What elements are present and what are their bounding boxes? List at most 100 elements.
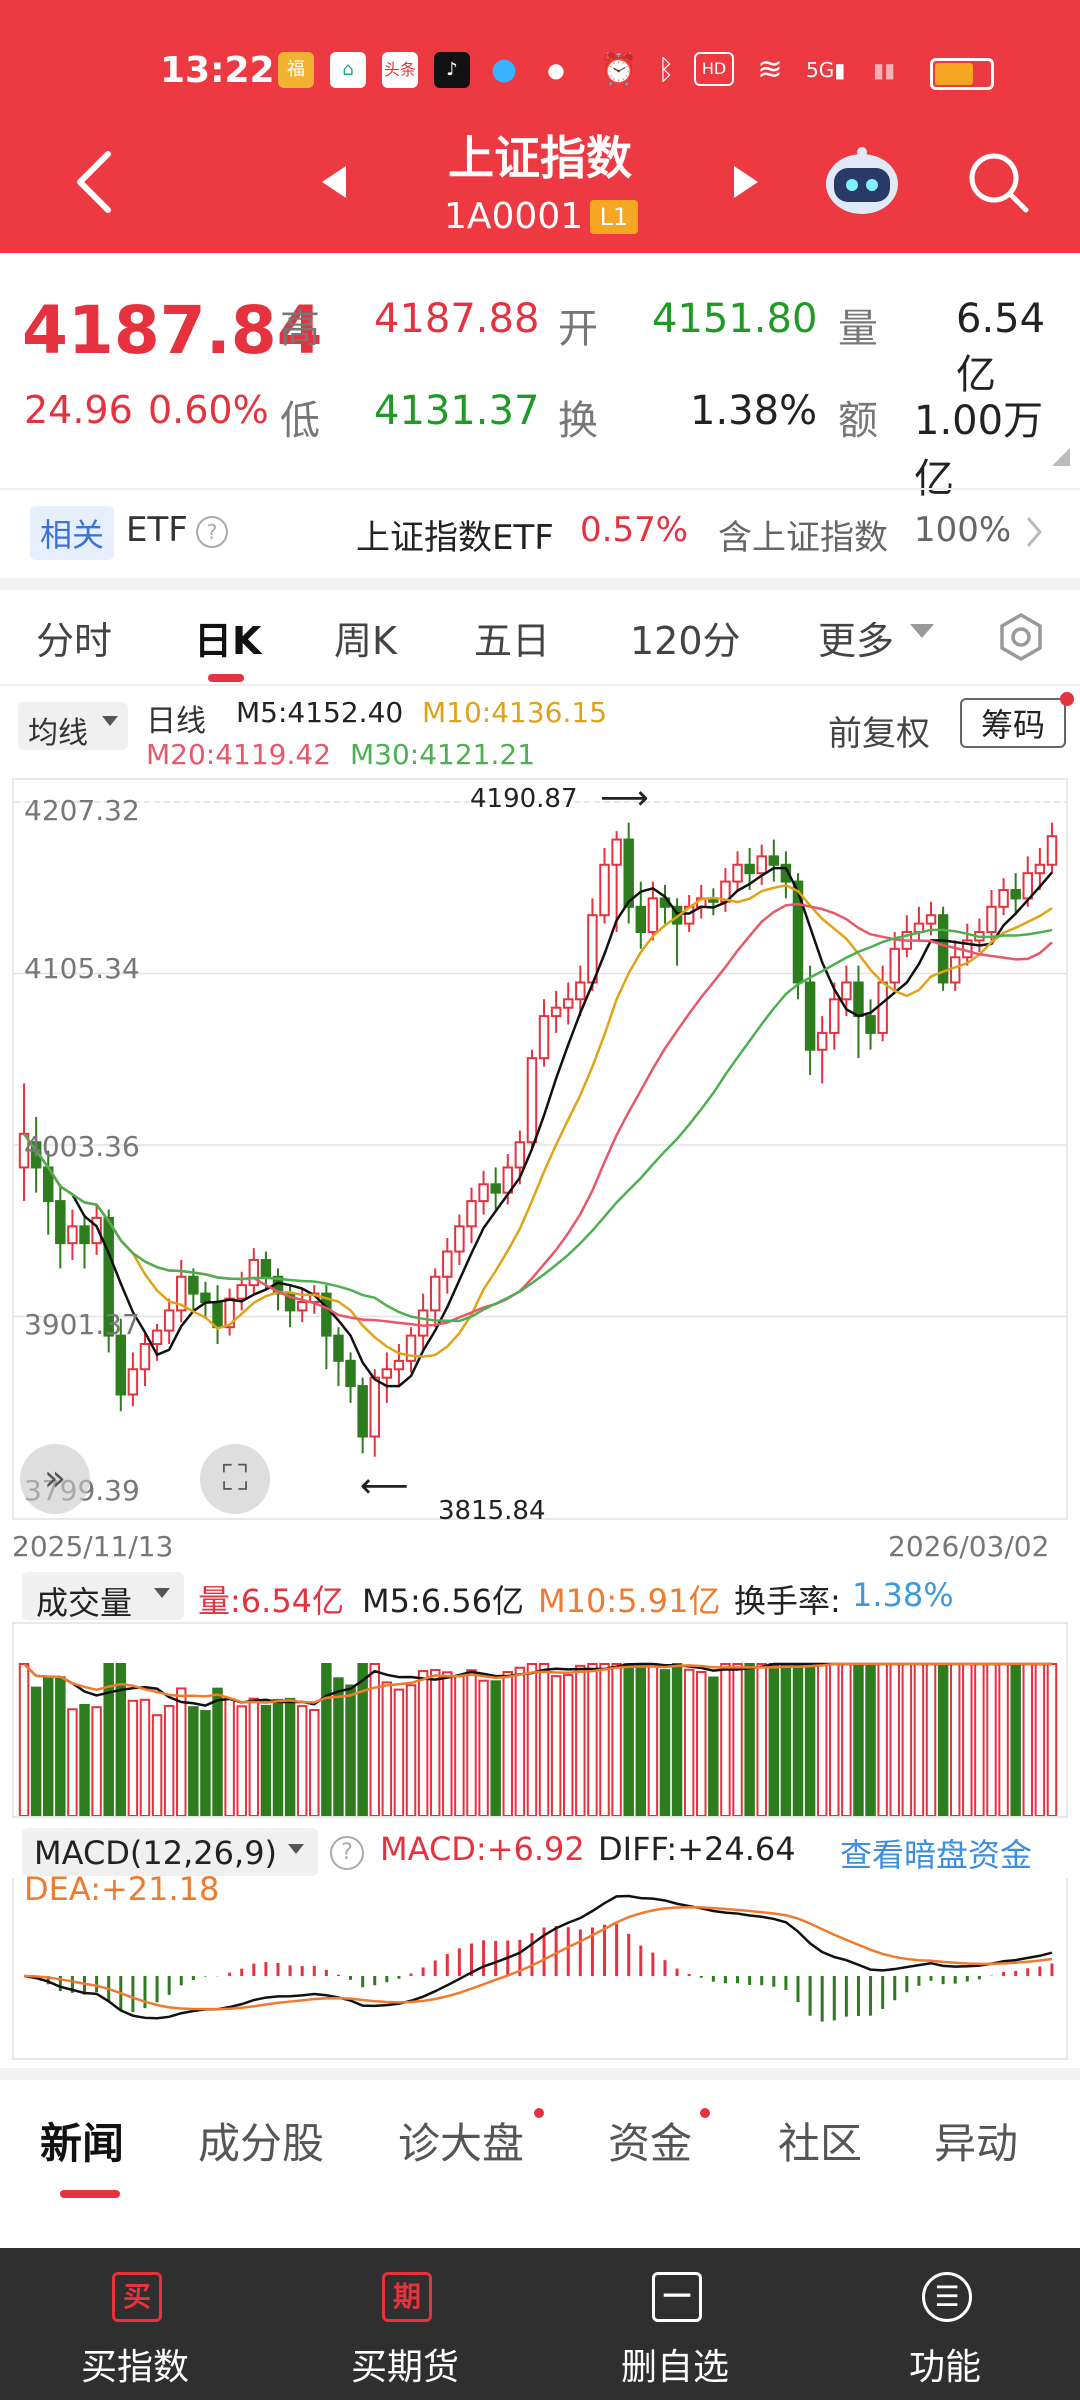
- search-icon[interactable]: [966, 150, 1030, 214]
- volume-bar: [502, 1671, 513, 1816]
- volume-select-label: 成交量: [36, 1584, 133, 1622]
- candle-body: [1022, 872, 1034, 900]
- collapse-sidebar-icon[interactable]: »: [20, 1444, 90, 1514]
- diagnosis-badge: [534, 2108, 544, 2118]
- volume-bar: [804, 1663, 816, 1816]
- remove-watchlist-button[interactable]: 一 删自选: [540, 2248, 810, 2400]
- macd-select[interactable]: MACD(12,26,9): [22, 1828, 318, 1876]
- volume-bar: [272, 1698, 284, 1816]
- adjust-mode[interactable]: 前复权: [828, 714, 930, 754]
- volume-bar: [163, 1704, 175, 1816]
- y-tick: 4003.36: [24, 1130, 140, 1163]
- volume-value: 6.54亿: [956, 296, 1046, 398]
- candle-body: [853, 981, 864, 1018]
- bottom-action-bar: 买 买指数 期 买期货 一 删自选 ☰ 功能: [0, 2248, 1080, 2400]
- candle-body: [103, 1216, 114, 1337]
- dark-pool-link[interactable]: 查看暗盘资金: [840, 1836, 1033, 1874]
- chevron-down-icon[interactable]: [910, 624, 934, 640]
- volume-bar: [563, 1674, 574, 1816]
- tab-intraday[interactable]: 分时: [36, 619, 113, 663]
- tab-components[interactable]: 成分股: [198, 2119, 325, 2168]
- volume-bar: [151, 1714, 163, 1816]
- volume-bar: [744, 1663, 755, 1816]
- volume-bar: [200, 1710, 211, 1816]
- volume-bar: [599, 1663, 610, 1816]
- robot-assistant-icon[interactable]: [822, 144, 902, 216]
- next-stock-icon[interactable]: [732, 164, 762, 200]
- chevron-down-icon: [102, 716, 118, 726]
- candle-body: [635, 905, 647, 934]
- back-icon[interactable]: [72, 150, 116, 214]
- volume-bar: [30, 1686, 42, 1816]
- tab-anomaly[interactable]: 异动: [934, 2119, 1019, 2168]
- candle-body: [877, 981, 888, 1034]
- volume-bar: [853, 1663, 864, 1816]
- funds-badge: [700, 2108, 710, 2118]
- candle-body: [466, 1200, 477, 1228]
- volume-bar: [611, 1663, 622, 1816]
- etf-row[interactable]: 相关 ETF ? 上证指数ETF 0.57% 含上证指数 100%: [0, 488, 1080, 576]
- volume-bar: [635, 1663, 647, 1816]
- signal-5g-icon: 5G▮: [806, 58, 846, 82]
- help-icon[interactable]: ?: [196, 516, 228, 548]
- tab-more[interactable]: 更多: [818, 619, 895, 663]
- hd-icon: HD: [694, 52, 734, 86]
- tab-weekly-k[interactable]: 周K: [334, 619, 397, 663]
- volume-bar: [236, 1705, 247, 1816]
- buy-futures-button[interactable]: 期 买期货: [270, 2248, 540, 2400]
- buy-index-button[interactable]: 买 买指数: [0, 2248, 270, 2400]
- volume-bar: [937, 1663, 949, 1816]
- open-label: 开: [558, 306, 598, 352]
- tab-five-day[interactable]: 五日: [474, 619, 551, 663]
- tab-news[interactable]: 新闻: [40, 2119, 125, 2168]
- volume-bar: [103, 1663, 114, 1816]
- etf-weight: 100%: [914, 510, 1012, 550]
- help-icon[interactable]: ?: [330, 1836, 364, 1870]
- tab-community[interactable]: 社区: [778, 2119, 863, 2168]
- volume-bar: [417, 1670, 429, 1816]
- tab-diagnosis[interactable]: 诊大盘: [398, 2119, 525, 2168]
- tab-funds[interactable]: 资金: [608, 2119, 693, 2168]
- functions-button[interactable]: ☰ 功能: [810, 2248, 1080, 2400]
- volume-bar: [659, 1669, 671, 1816]
- expand-corner-icon[interactable]: [1052, 448, 1070, 466]
- prev-stock-icon[interactable]: [318, 164, 348, 200]
- tab-120min[interactable]: 120分: [630, 619, 741, 663]
- volume-bar: [925, 1663, 937, 1816]
- dea-value: DEA:+21.18: [24, 1870, 220, 1908]
- volume-bar: [454, 1675, 465, 1816]
- chips-button[interactable]: 筹码: [960, 698, 1066, 748]
- remove-watchlist-label: 删自选: [620, 2347, 729, 2388]
- volume-bar: [986, 1663, 997, 1816]
- volume-bar: [212, 1687, 223, 1816]
- candle-body: [115, 1334, 127, 1396]
- macd-svg: [23, 1894, 1054, 2022]
- volume-bar: [974, 1663, 985, 1816]
- candle-body: [804, 981, 816, 1051]
- date-start: 2025/11/13: [12, 1530, 174, 1563]
- candle-body: [925, 914, 937, 925]
- candle-body: [514, 1141, 526, 1169]
- volume-bar: [575, 1664, 586, 1816]
- ma-select[interactable]: 均线: [18, 702, 128, 751]
- volume-bar: [55, 1676, 66, 1816]
- volume-select[interactable]: 成交量: [22, 1572, 184, 1622]
- kline-chart[interactable]: 4207.32 4105.34 4003.36 3901.37 3799.39 …: [12, 778, 1068, 1526]
- status-bar: 13:22 福 ⌂ 头条 ♪ ● ● ⏰ ᛒ HD ≋ 5G▮ ▮▮: [0, 40, 1080, 100]
- volume-bar: [43, 1677, 54, 1816]
- functions-label: 功能: [908, 2347, 981, 2388]
- tab-daily-k[interactable]: 日K: [194, 619, 262, 663]
- ma5-line: [23, 866, 1053, 1388]
- macd-chart[interactable]: [12, 1878, 1068, 2060]
- volume-bar: [514, 1666, 526, 1816]
- ma30-value: M30:4121.21: [350, 738, 536, 771]
- settings-icon[interactable]: [996, 612, 1046, 662]
- alarm-icon: ⏰: [600, 52, 638, 87]
- chevron-right-icon: [1026, 517, 1042, 547]
- signal-icon: ▮▮: [872, 58, 895, 82]
- futures-icon: 期: [382, 2272, 432, 2322]
- volume-bar: [309, 1708, 320, 1816]
- volume-chart[interactable]: [12, 1622, 1068, 1818]
- fullscreen-icon[interactable]: ⛶: [200, 1444, 270, 1514]
- volume-bar: [732, 1663, 743, 1816]
